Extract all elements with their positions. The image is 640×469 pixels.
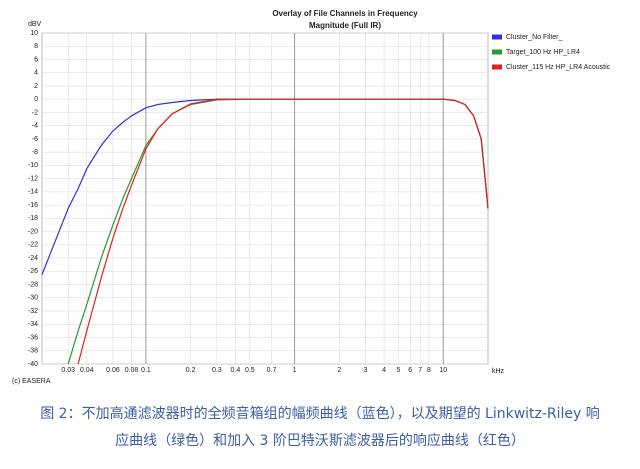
x-tick-label: 5 [397,367,401,374]
y-tick-label: -4 [32,123,38,130]
x-tick-label: 0.7 [267,367,277,374]
y-tick-label: -12 [28,175,38,182]
y-tick-label: -28 [28,281,38,288]
y-tick-label: -32 [28,308,38,315]
y-tick-label: -2 [32,109,38,116]
y-tick-label: -8 [32,149,38,156]
y-tick-label: -30 [28,295,38,302]
x-tick-label: 0.04 [80,367,94,374]
x-tick-label: 0.3 [212,367,222,374]
chart-title: Overlay of File Channels in Frequency [272,9,418,18]
y-tick-label: -36 [28,334,38,341]
x-tick-label: 10 [439,367,447,374]
x-tick-label: 6 [408,367,412,374]
legend-label: Target_100 Hz HP_LR4 [506,49,580,56]
y-tick-label: -26 [28,268,38,275]
y-tick-label: 6 [34,56,38,63]
x-tick-label: 0.5 [245,367,255,374]
y-tick-label: -20 [28,228,38,235]
y-tick-label: 0 [34,96,38,103]
x-tick-label: 0.03 [61,367,75,374]
legend-swatch [492,34,502,40]
y-tick-label: -38 [28,348,38,355]
x-tick-label: 0.08 [125,367,139,374]
y-tick-label: -10 [28,162,38,169]
x-tick-label: 3 [364,367,368,374]
y-tick-label: 4 [34,70,38,77]
legend-label: Cluster_No Filter_ [506,34,563,41]
caption: 应曲线（绿色）和加入 3 阶巴特沃斯滤波器后的响应曲线（红色） [115,432,525,449]
y-tick-label: -16 [28,202,38,209]
legend-swatch [492,64,502,70]
series-line [77,98,489,365]
y-tick-label: -34 [28,321,38,328]
legend-swatch [492,49,502,55]
x-tick-label: 4 [382,367,386,374]
annotation: (c) EASERA [12,378,51,385]
x-tick-label: 0.06 [106,367,120,374]
x-tick-label: 8 [427,367,431,374]
y-tick-label: 8 [34,43,38,50]
x-tick-label: 0.2 [186,367,196,374]
y-tick-label: -40 [28,361,38,368]
x-tick-label: 1 [293,367,297,374]
y-tick-label: -24 [28,255,38,262]
y-tick-label: 10 [30,30,38,37]
x-tick-label: 0.4 [231,367,241,374]
plot-area [41,32,489,365]
y-tick-label: -22 [28,242,38,249]
x-tick-label: 0.1 [141,367,151,374]
x-unit: kHz [492,368,505,375]
x-tick-label: 7 [418,367,422,374]
chart-subtitle: Magnitude (Full IR) [309,21,381,30]
y-unit: dBV [28,21,42,28]
caption: 图 2：不加高通滤波器时的全频音箱组的幅频曲线（蓝色），以及期望的 Linkwi… [40,405,600,422]
y-tick-label: 2 [34,83,38,90]
legend-label: Cluster_115 Hz HP_LR4 Acoustic [506,64,611,71]
y-tick-label: -18 [28,215,38,222]
x-tick-label: 2 [337,367,341,374]
y-tick-label: -14 [28,189,38,196]
y-tick-label: -6 [32,136,38,143]
